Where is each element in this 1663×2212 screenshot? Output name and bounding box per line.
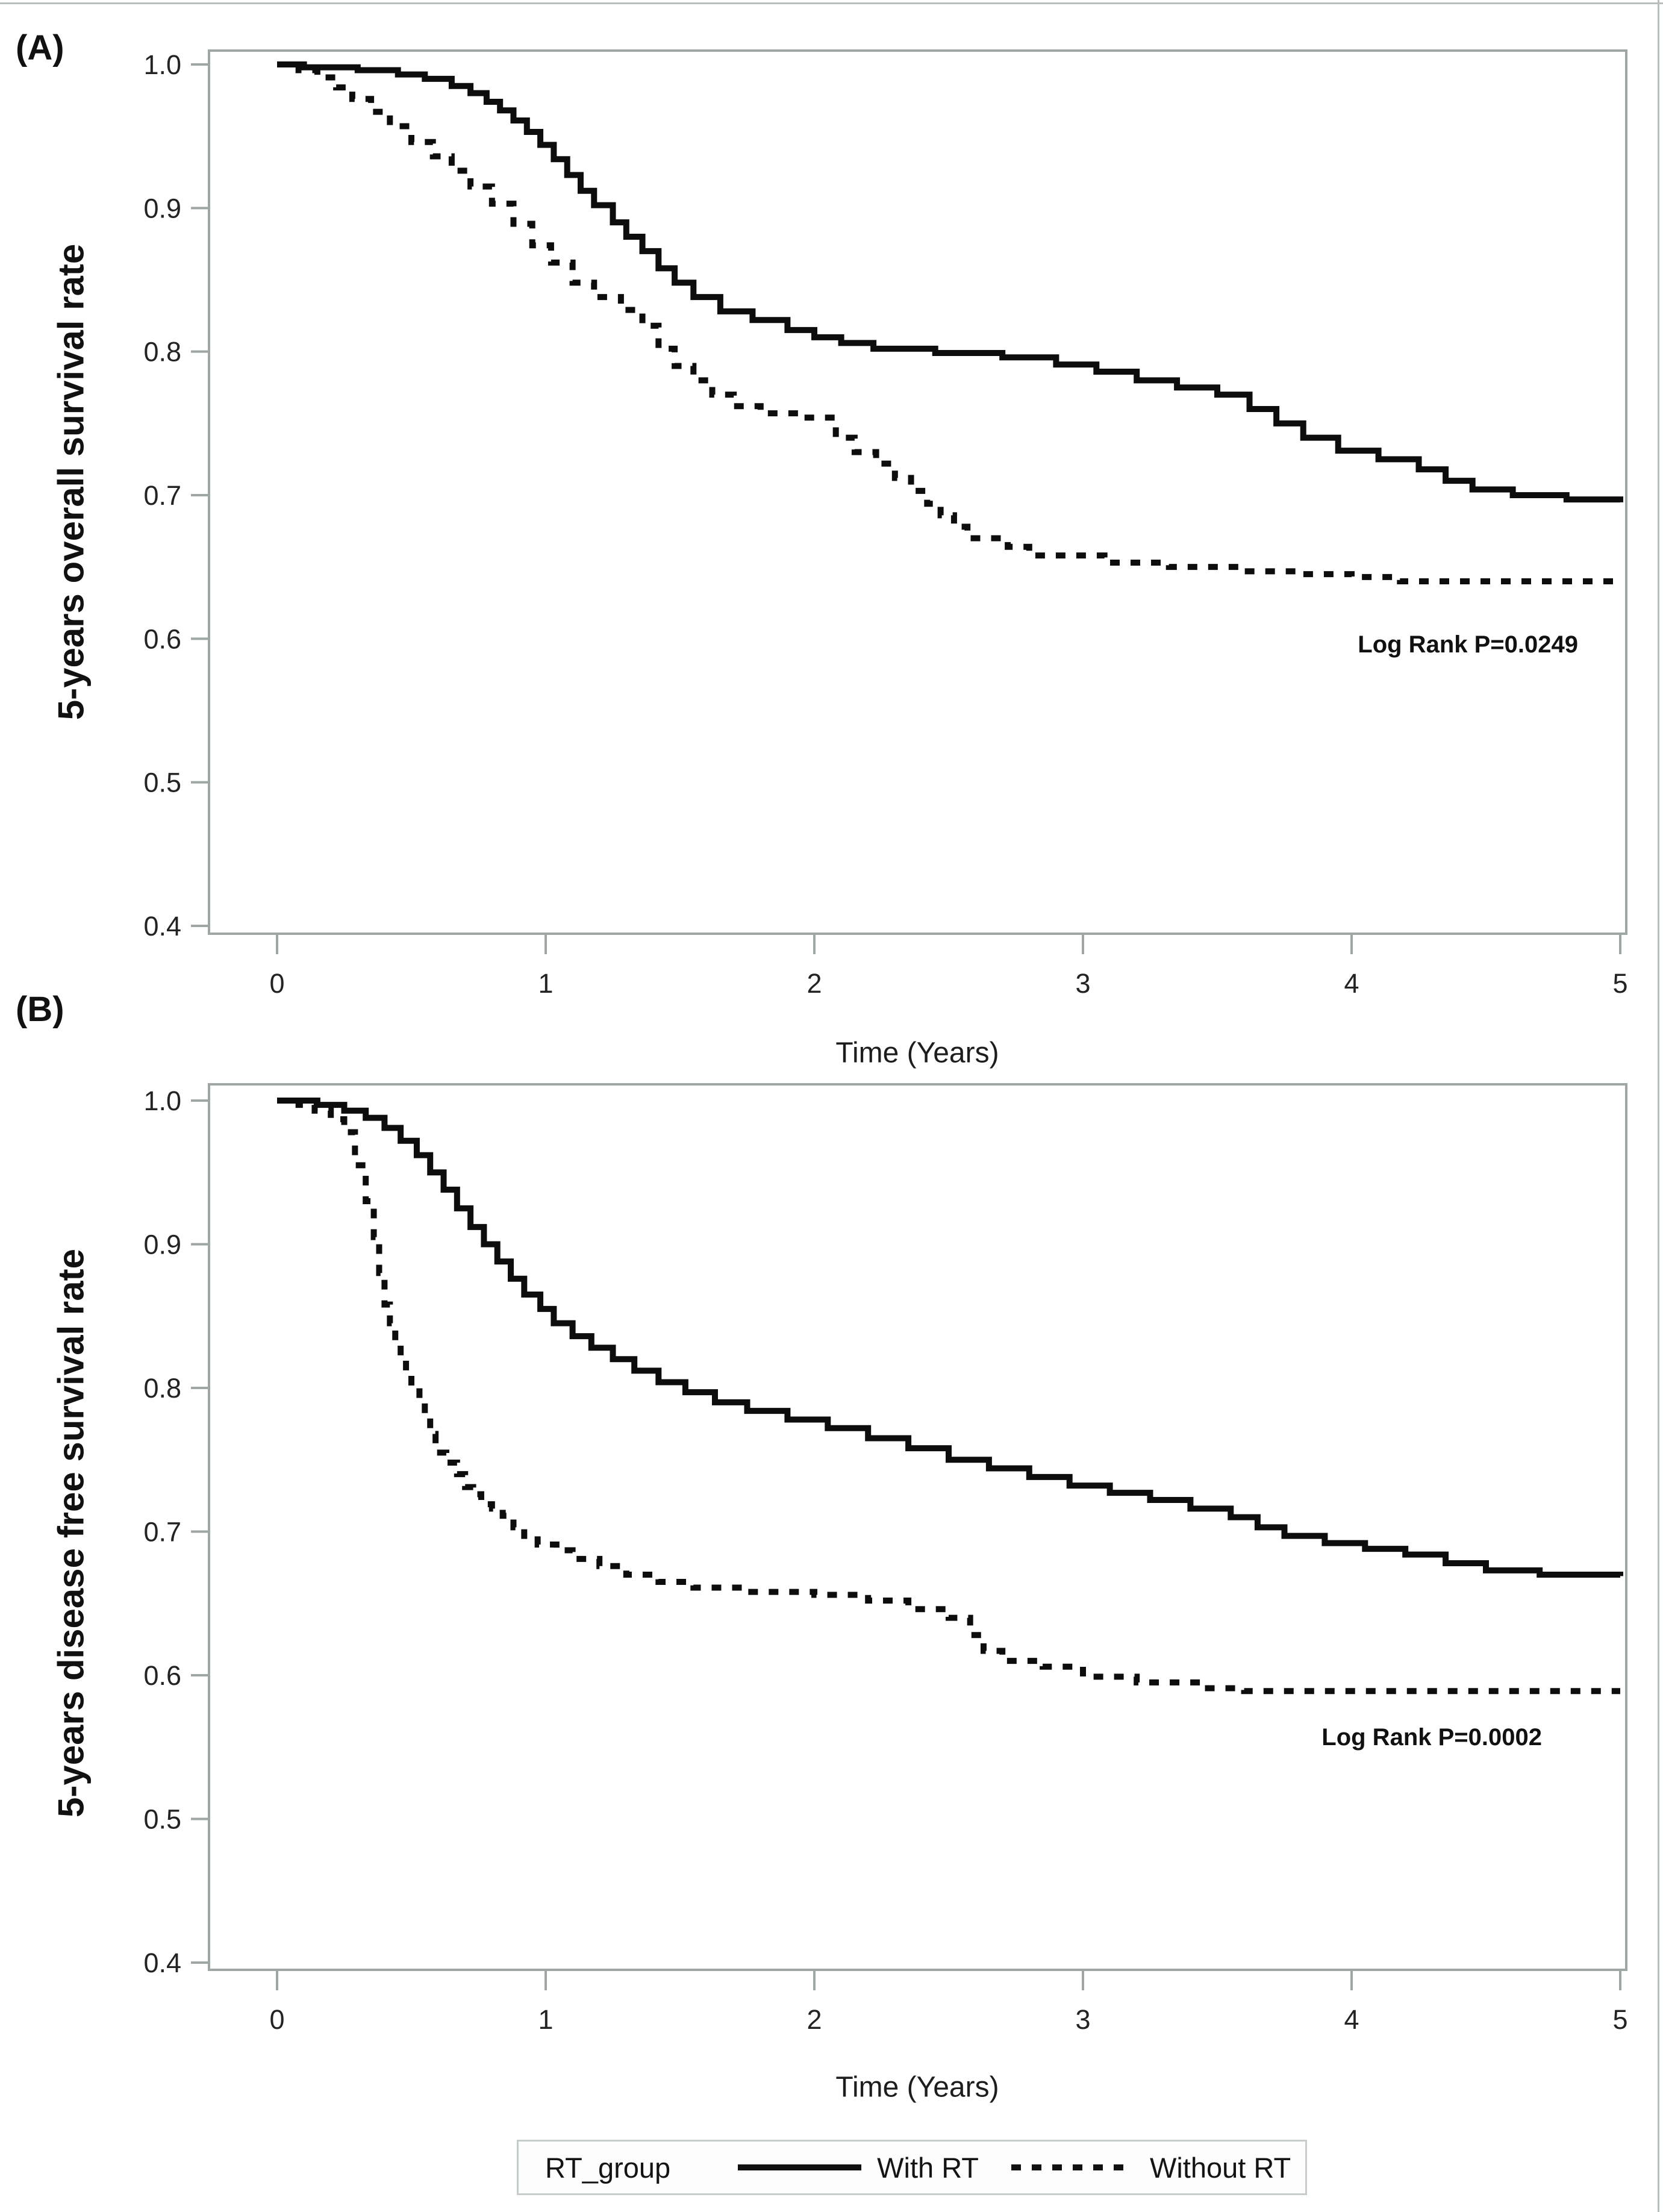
km-curve-without-rt: [277, 1098, 1620, 1695]
km-plot-disease-free-survival: 1.0 0.9 0.8 0.7 0.6 0.5 0.4 0 1 2 3 4 5: [143, 1083, 1628, 2035]
x-tick-label: 4: [1344, 968, 1359, 999]
x-tick-label: 3: [1075, 2004, 1090, 2035]
figure-right-border: [1658, 0, 1659, 2212]
y-tick-label: 1.0: [143, 1086, 181, 1116]
legend-title: RT_group: [545, 2151, 671, 2184]
x-tick-label: 1: [538, 2004, 553, 2035]
x-tick-label: 5: [1612, 2004, 1627, 2035]
y-tick-label: 0.5: [143, 767, 181, 798]
y-tick-label: 0.9: [143, 193, 181, 223]
y-tick-label: 0.4: [143, 911, 181, 942]
y-tick-label: 0.8: [143, 1373, 181, 1404]
x-tick-label: 3: [1075, 968, 1090, 999]
x-tick-label: 0: [269, 968, 284, 999]
panel-a-x-axis-title: Time (Years): [835, 1037, 999, 1069]
y-tick-label: 0.6: [143, 1660, 181, 1691]
y-tick-label: 0.9: [143, 1229, 181, 1260]
plot-frame: [208, 1083, 1627, 1971]
y-tick-label: 0.4: [143, 1948, 181, 1978]
y-tick-label: 1.0: [143, 49, 181, 80]
legend: RT_group With RT Without RT: [517, 2140, 1307, 2195]
plot-frame: [208, 49, 1627, 935]
y-tick-label: 0.7: [143, 480, 181, 511]
panel-a-tag: (A): [16, 28, 64, 67]
figure-top-border: [0, 2, 1663, 4]
km-plot-overall-survival: 1.0 0.9 0.8 0.7 0.6 0.5 0.4 0 1 2 3 4 5: [143, 49, 1628, 999]
y-tick-label: 0.5: [143, 1804, 181, 1835]
legend-without-rt-label: Without RT: [1150, 2151, 1291, 2184]
km-curve-with-rt: [277, 61, 1623, 503]
panel-b-tag: (B): [16, 990, 64, 1029]
legend-dashed-line-sample: [1011, 2164, 1132, 2170]
x-tick-label: 5: [1612, 968, 1627, 999]
panel-b-logrank-annotation: Log Rank P=0.0002: [1321, 1724, 1542, 1751]
x-tick-label: 1: [538, 968, 553, 999]
legend-solid-line-sample: [738, 2164, 862, 2170]
x-tick-label: 4: [1344, 2004, 1359, 2035]
km-curve-with-rt: [277, 1098, 1623, 1578]
panel-a-logrank-annotation: Log Rank P=0.0249: [1358, 631, 1578, 658]
x-tick-label: 2: [807, 968, 822, 999]
panel-b-x-axis-title: Time (Years): [835, 2071, 999, 2104]
y-tick-label: 0.8: [143, 337, 181, 367]
x-tick-label: 2: [807, 2004, 822, 2035]
y-tick-label: 0.6: [143, 623, 181, 654]
x-tick-label: 0: [269, 2004, 284, 2035]
km-curve-without-rt: [277, 61, 1620, 584]
y-tick-label: 0.7: [143, 1517, 181, 1548]
legend-with-rt-label: With RT: [877, 2151, 979, 2184]
